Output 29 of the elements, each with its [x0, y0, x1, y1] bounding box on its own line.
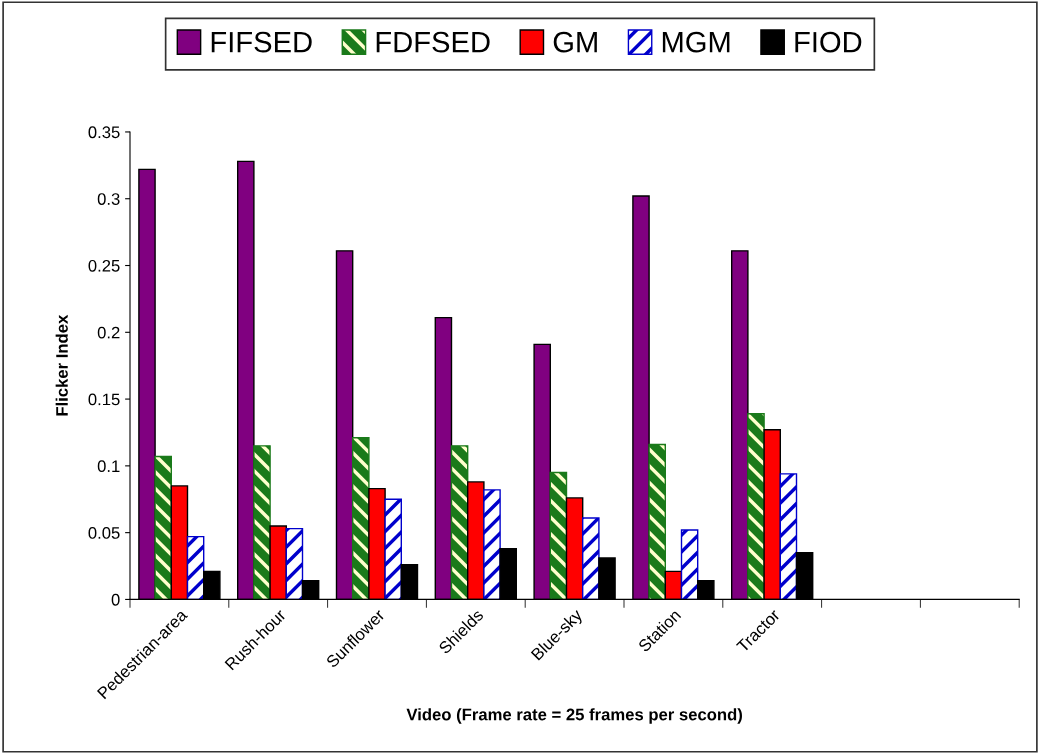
bar	[680, 529, 699, 600]
bar	[779, 473, 798, 600]
y-tick-label: 0	[111, 593, 120, 606]
y-tick-label: 0.1	[97, 460, 120, 473]
bar	[253, 445, 271, 600]
y-tick-label: 0.2	[97, 326, 120, 339]
legend-label: FDFSED	[376, 31, 490, 53]
legend-label: FIOD	[795, 31, 862, 53]
bar	[549, 471, 568, 600]
y-tick-label: 0.05	[88, 527, 120, 539]
bar	[648, 443, 666, 600]
bar	[285, 527, 304, 600]
legend-label: FIFSED	[211, 31, 312, 53]
bar	[450, 445, 469, 600]
y-tick-label: 0.3	[97, 193, 120, 205]
y-tick-label: 0.25	[88, 259, 120, 272]
y-tick-label: 0.15	[88, 393, 120, 406]
bar	[747, 413, 765, 600]
bar	[483, 489, 501, 600]
bar	[384, 498, 402, 600]
y-tick-label: 0.35	[88, 126, 120, 139]
bar	[582, 517, 600, 600]
legend-label: GM	[553, 31, 597, 53]
x-axis-title: Video (Frame rate = 25 frames per second)	[406, 708, 742, 724]
bar	[352, 437, 370, 600]
legend-label: MGM	[662, 31, 730, 53]
bar	[186, 535, 205, 600]
y-axis-title: Flicker Index	[55, 314, 68, 416]
bar	[154, 455, 172, 600]
